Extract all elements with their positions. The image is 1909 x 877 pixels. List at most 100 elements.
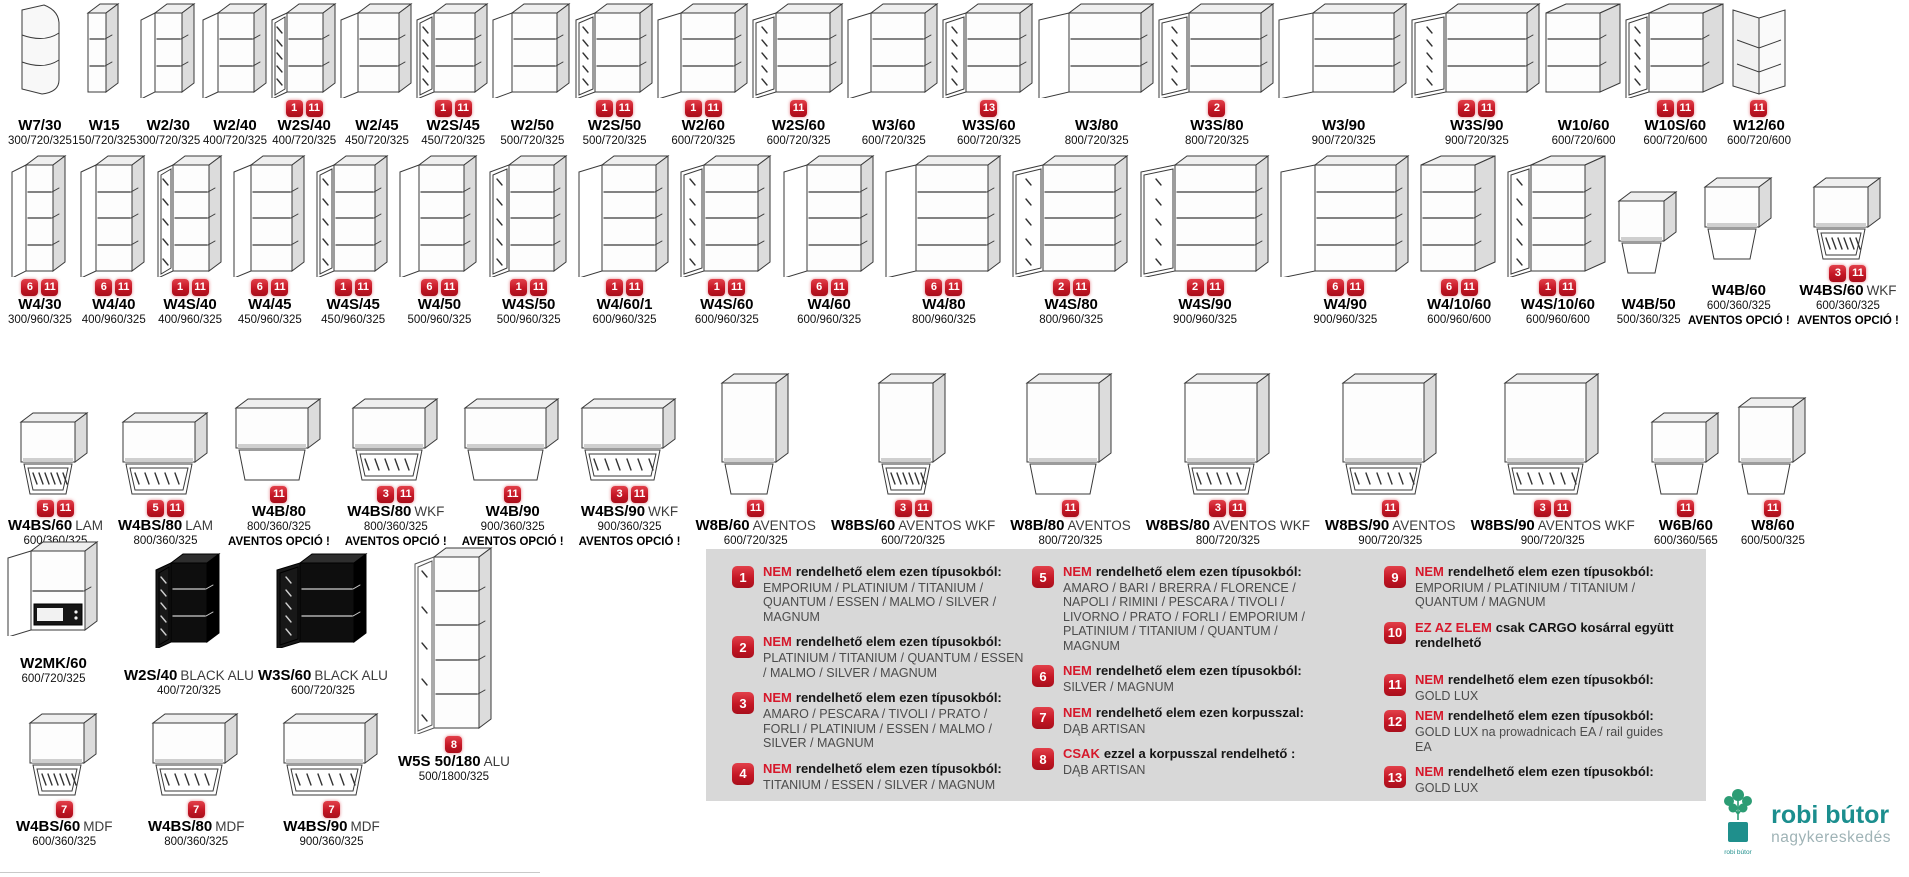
ref-badge: 11: [704, 99, 722, 117]
legend-item-3: 3 NEM rendelhető elem ezen típusokból: AMAR…: [732, 690, 1032, 750]
model-code: W2S/45: [426, 116, 480, 134]
corner-open-shelf-icon: [12, 2, 68, 98]
dimensions-label: 500/720/325: [582, 134, 647, 147]
corner-glass-box-icon: [1624, 2, 1727, 98]
legend-item-6: 6 NEM rendelhető elem ezen típusokból: SILV…: [1032, 663, 1384, 695]
dimensions-label: 150/720/325: [72, 134, 137, 147]
ref-badge: 11: [1381, 499, 1399, 517]
legend-keyword: NEM: [1415, 564, 1444, 579]
cabinet-item-w8bs-90: 3 11 W8BS/90 AVENTOS WKF 900/720/325: [1471, 372, 1635, 548]
ref-badge: 7: [55, 801, 73, 818]
ref-badge: 6: [925, 278, 943, 296]
model-code: W12/60: [1733, 116, 1785, 134]
model-label: W10/60: [1558, 117, 1610, 135]
ref-badge: 11: [1676, 99, 1694, 117]
dimensions-label: 600/720/325: [957, 134, 1021, 147]
ref-badge: 3: [1534, 499, 1552, 517]
ref-badge: 11: [504, 485, 522, 503]
cabinet-item-w2-30: W2/30 300/720/325: [136, 2, 200, 148]
ref-badges: 11: [1750, 99, 1768, 118]
legend-keyword: NEM: [1415, 764, 1444, 780]
model-code: W4BS/90: [580, 502, 646, 520]
legend-keyword: EZ AZ ELEM: [1415, 619, 1492, 635]
dimensions-label: 400/960/325: [81, 313, 146, 326]
model-code: W2/50: [510, 116, 555, 134]
ref-badges: 3 11: [1829, 264, 1867, 283]
model-suffix: MDF: [83, 819, 113, 834]
ref-badges: 6 11: [810, 278, 848, 297]
ref-badge: 11: [454, 99, 472, 117]
dimensions-label: 800/360/325: [164, 835, 229, 848]
dimensions-label: 900/360/325: [597, 520, 662, 533]
ref-badge: 1: [606, 278, 624, 296]
ref-badge: 11: [1554, 499, 1572, 517]
legend-ref-badge: 10: [1384, 621, 1406, 644]
dimensions-label: 800/960/325: [911, 313, 976, 326]
ref-badges: 1 11: [434, 99, 472, 118]
model-code: W3S/90: [1450, 116, 1504, 134]
ref-badges: 6 11: [925, 278, 963, 297]
cabinet-item-w3s-90: 2 11 W3S/90 900/720/325: [1410, 2, 1543, 148]
ref-badge: 11: [626, 278, 644, 296]
ref-badge: 11: [747, 499, 765, 517]
open-door-box-icon: [398, 154, 480, 277]
aventos-option-note: AVENTOS OPCIÓ !: [1797, 315, 1899, 327]
legend-panel: 1 NEM rendelhető elem ezen típusokból: EMPO…: [706, 549, 1706, 801]
dimensions-label: 600/720/325: [723, 534, 788, 547]
legend-ref-badge: 2: [732, 636, 754, 659]
legend-column-2: 5 NEM rendelhető elem ezen típusokból: AMAR…: [1032, 564, 1384, 801]
cabinet-item-w8b-60: 11 W8B/60 AVENTOS 600/720/325: [695, 372, 816, 548]
dimensions-label: 600/720/325: [861, 134, 926, 147]
model-suffix: LAM: [185, 517, 213, 533]
ref-badge: 6: [1440, 278, 1458, 296]
legend-text: NEM rendelhető elem ezen típusokból: GOLD …: [1415, 764, 1654, 795]
cabinet-item-w4bs-90: 3 11 W4BS/90 WKF 900/360/325 AVENTOS OPCIÓ !: [579, 397, 680, 548]
cabinet-item-w4bs-80: 7 W4BS/80 MDF 800/360/325: [148, 712, 244, 849]
dimensions-label: 600/960/325: [797, 313, 862, 326]
legend-headline-rest: rendelhető elem ezen típusokból:: [1447, 764, 1654, 780]
dimensions-label: 600/720/325: [671, 134, 736, 147]
ref-badges: 5 11: [36, 499, 74, 518]
model-label: W4BS/80 LAM: [118, 517, 213, 535]
cabinet-item-w4s-90: 2 11 W4S/90 900/960/325: [1139, 154, 1272, 327]
legend-headline-rest: rendelhető elem ezen típusokból:: [795, 634, 1002, 650]
model-suffix: WKF: [414, 503, 445, 519]
ref-badges: 7: [55, 800, 73, 819]
legend-headline-rest: rendelhető elem ezen típusokból:: [795, 760, 1002, 776]
open-box-icon: [86, 2, 122, 98]
brand-tagline: nagykereskedés: [1771, 829, 1891, 847]
flip-glass-box-icon: [121, 411, 211, 498]
wall-cabinets-row-1: W7/30 300/720/325 W15 150/720/325 W2/30 300/7…: [8, 2, 1791, 148]
legend-ref-badge: 9: [1384, 566, 1406, 588]
dimensions-label: 800/360/325: [363, 520, 428, 533]
model-code: W4B/60: [1711, 281, 1766, 299]
cabinet-item-w12-60: 11 W12/60 600/720/600: [1727, 2, 1791, 148]
legend-text: NEM rendelhető elem ezen típusokból: GOLD …: [1415, 708, 1677, 754]
cabinet-item-w6b-60: 11 W6B/60 600/360/565: [1650, 411, 1722, 548]
ref-badge: 2: [1208, 99, 1226, 117]
open-door-box-icon: [884, 154, 1004, 277]
open-door-box-icon: [846, 2, 941, 98]
cabinet-item-w3s-80: 2 W3S/80 800/720/325: [1157, 2, 1277, 148]
cabinet-item-w10s-60: 1 11 W10S/60 600/720/600: [1624, 2, 1727, 148]
model-code: W3/90: [1321, 116, 1366, 134]
ref-badge: 1: [285, 99, 303, 117]
cabinet-item-w4s-45: 1 11 W4S/45 450/960/325: [315, 154, 391, 327]
legend-ref-badge: 13: [1384, 766, 1406, 789]
ref-badge: 11: [1849, 264, 1867, 282]
glass-door-box-icon: [1011, 154, 1131, 277]
cabinet-item-w2-50: W2/50 500/720/325: [491, 2, 573, 148]
wall-cabinets-row-3: 5 11 W4BS/60 LAM 600/360/325 5 11 W4BS/80 LAM 800…: [8, 352, 1809, 548]
ref-badge: 2: [1458, 99, 1476, 117]
ref-badges: 11: [1677, 499, 1695, 518]
cabinet-item-w4bs-80: 3 11 W4BS/80 WKF 800/360/325 AVENTOS OPCIÓ !: [345, 397, 447, 548]
cabinet-item-w8bs-60: 3 11 W8BS/60 AVENTOS WKF 600/720/325: [831, 372, 995, 548]
model-label: W4/60/1: [597, 296, 653, 314]
legend-type-list: SILVER / MAGNUM: [1063, 680, 1174, 695]
glass-door-box-icon: [679, 154, 774, 277]
model-code: W4BS/60: [16, 818, 81, 835]
dimensions-label: 600/720/325: [290, 684, 355, 697]
ref-badges: 6 11: [251, 278, 289, 297]
ref-badge: 11: [167, 499, 184, 517]
